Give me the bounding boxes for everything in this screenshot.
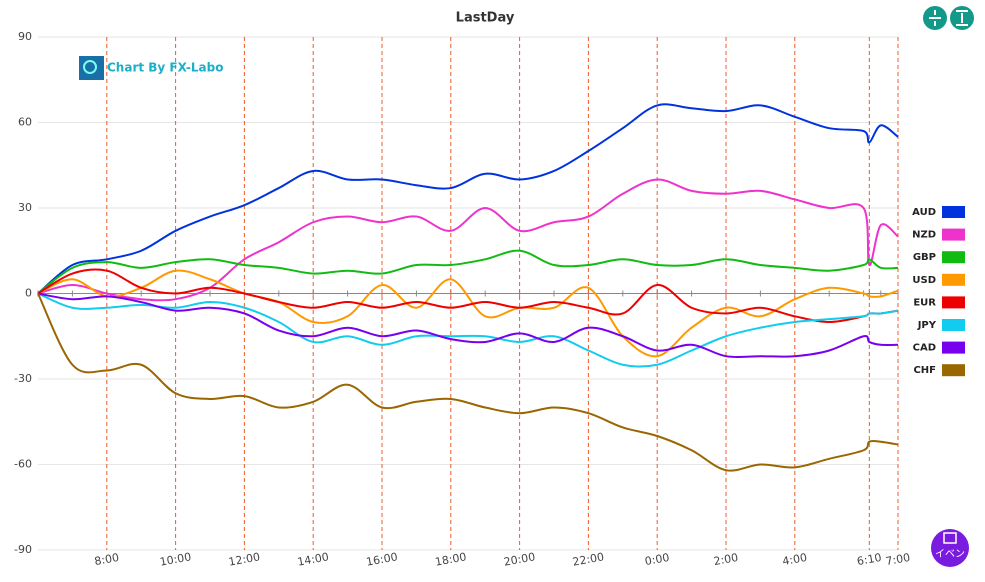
series-line	[37, 293, 899, 472]
legend-label: NZD	[912, 230, 936, 241]
plot-area: -90 -60 -30 0 30 60 90 8:00 10:00 12:00 14:00 16:00…	[14, 30, 911, 569]
x-tick-label: 7:00	[885, 551, 912, 568]
series-line	[37, 178, 899, 302]
legend-swatch	[942, 319, 965, 331]
legend-swatch	[942, 206, 965, 218]
series-line	[37, 103, 899, 295]
x-tick-label: 22:00	[572, 550, 605, 568]
legend-label: AUD	[912, 207, 936, 218]
logo-icon	[79, 56, 104, 80]
x-tick-label: 18:00	[434, 550, 467, 568]
logo-glyph	[83, 60, 97, 74]
event-icon	[943, 532, 957, 544]
event-button[interactable]	[931, 529, 969, 567]
y-tick-label: 60	[18, 116, 32, 129]
x-tick-label: 12:00	[228, 550, 261, 568]
legend-swatch	[942, 228, 965, 241]
y-tick-label: 90	[18, 30, 32, 43]
legend-swatch	[942, 251, 965, 264]
y-tick-label: 30	[18, 201, 32, 214]
legend-label: GBP	[913, 252, 936, 263]
legend-label: USD	[912, 275, 936, 286]
collapse-icon	[929, 10, 941, 26]
series-line	[37, 269, 899, 358]
y-tick-label: 0	[25, 287, 32, 300]
x-tick-label: 10:00	[159, 550, 192, 568]
y-tick-label: -60	[14, 458, 32, 471]
series-line	[37, 292, 899, 359]
x-tick-label: 2:00	[713, 551, 740, 568]
series-line	[37, 249, 899, 295]
chart-title: LastDay	[456, 11, 515, 26]
logo-text: Chart By FX-Labo	[107, 61, 223, 75]
logo: Chart By FX-Labo	[79, 56, 223, 80]
event-button-group[interactable]: イベン	[931, 529, 969, 567]
y-tick-label: -30	[14, 372, 32, 385]
expand-icon	[956, 10, 968, 26]
toolbar[interactable]	[923, 6, 974, 30]
legend-swatch	[942, 341, 965, 354]
legend-swatch	[942, 364, 965, 377]
x-tick-label: 4:00	[781, 551, 808, 568]
x-tick-label: 8:00	[93, 551, 120, 568]
series-line	[37, 292, 899, 368]
legend-label: CHF	[913, 365, 936, 376]
x-tick-label: 14:00	[296, 550, 329, 568]
y-tick-label: -90	[14, 543, 32, 556]
x-tick-label: 16:00	[365, 550, 398, 568]
legend-label: EUR	[913, 297, 936, 308]
legend-swatch	[942, 273, 965, 286]
legend-label: CAD	[913, 343, 936, 354]
x-tick-label: 6:10	[856, 551, 883, 568]
event-label: イベン	[935, 548, 965, 560]
legend-label: JPY	[917, 320, 937, 331]
legend-swatch	[942, 296, 965, 309]
x-tick-label: 0:00	[644, 551, 671, 568]
x-tick-label: 20:00	[503, 550, 536, 568]
